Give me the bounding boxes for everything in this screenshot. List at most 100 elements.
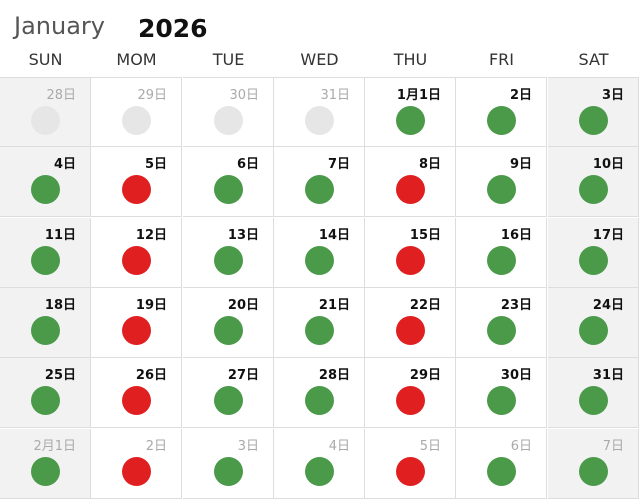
weekday-label: SAT	[578, 50, 609, 69]
status-dot	[214, 245, 243, 275]
day-cell[interactable]: 19日	[91, 287, 182, 358]
day-cell[interactable]: 30日	[456, 358, 547, 429]
status-dot	[487, 386, 516, 416]
day-cell[interactable]: 27日	[183, 358, 274, 429]
day-cell[interactable]: 7日	[548, 428, 639, 499]
status-dot	[31, 315, 60, 345]
day-cell[interactable]: 3日	[548, 77, 639, 147]
day-label: 17日	[592, 227, 624, 243]
year-title: 2026	[138, 14, 208, 43]
day-label: 13日	[227, 227, 259, 243]
day-label: 6日	[510, 438, 532, 454]
day-label: 10日	[592, 157, 624, 173]
day-label: 7日	[602, 438, 624, 454]
day-cell[interactable]: 2日	[91, 428, 182, 499]
day-cell[interactable]: 7日	[274, 147, 365, 218]
day-cell[interactable]: 30日	[183, 77, 274, 147]
day-cell[interactable]: 4日	[274, 428, 365, 499]
day-cell[interactable]: 16日	[456, 217, 547, 288]
day-label: 30日	[500, 368, 532, 384]
day-cell[interactable]: 3日	[183, 428, 274, 499]
day-cell[interactable]: 8日	[365, 147, 456, 218]
day-cell[interactable]: 1月1日	[365, 77, 456, 147]
status-dot	[305, 175, 334, 205]
status-dot	[214, 175, 243, 205]
day-cell[interactable]: 6日	[183, 147, 274, 218]
status-dot	[579, 386, 608, 416]
day-cell[interactable]: 29日	[365, 358, 456, 429]
day-cell[interactable]: 24日	[548, 287, 639, 358]
status-dot	[122, 315, 151, 345]
day-label: 26日	[135, 368, 167, 384]
weekday-label: WED	[300, 50, 339, 69]
status-dot	[579, 245, 608, 275]
day-label: 23日	[500, 297, 532, 313]
day-label: 21日	[318, 297, 350, 313]
day-cell[interactable]: 18日	[0, 287, 91, 358]
day-label: 16日	[500, 227, 532, 243]
weekday-label: SUN	[28, 50, 63, 69]
day-cell[interactable]: 15日	[365, 217, 456, 288]
status-dot	[487, 175, 516, 205]
status-dot	[305, 386, 334, 416]
day-label: 5日	[419, 438, 441, 454]
day-cell[interactable]: 25日	[0, 358, 91, 429]
day-cell[interactable]: 28日	[0, 77, 91, 147]
status-dot	[122, 386, 151, 416]
day-label: 19日	[135, 297, 167, 313]
status-dot	[396, 175, 425, 205]
day-cell[interactable]: 22日	[365, 287, 456, 358]
day-label: 3日	[237, 438, 259, 454]
day-cell[interactable]: 21日	[274, 287, 365, 358]
day-cell[interactable]: 17日	[548, 217, 639, 288]
status-dot	[214, 106, 243, 135]
day-label: 31日	[592, 368, 624, 384]
day-label: 8日	[418, 157, 441, 173]
day-cell[interactable]: 14日	[274, 217, 365, 288]
day-label: 2日	[509, 88, 532, 103]
weekday-label: FRI	[488, 50, 515, 69]
day-label: 2月1日	[33, 438, 76, 454]
day-cell[interactable]: 10日	[548, 147, 639, 218]
day-cell[interactable]: 11日	[0, 217, 91, 288]
status-dot	[305, 315, 334, 345]
day-cell[interactable]: 28日	[274, 358, 365, 429]
weekday-label: THU	[393, 50, 428, 69]
day-cell[interactable]: 2日	[456, 77, 547, 147]
status-dot	[579, 175, 608, 205]
status-dot	[305, 106, 334, 135]
status-dot	[31, 456, 60, 486]
day-cell[interactable]: 9日	[456, 147, 547, 218]
day-cell[interactable]: 2月1日	[0, 428, 91, 499]
day-cell[interactable]: 5日	[365, 428, 456, 499]
day-label: 11日	[44, 227, 76, 243]
day-label: 22日	[409, 297, 441, 313]
status-dot	[31, 106, 60, 135]
day-label: 25日	[44, 368, 76, 384]
status-dot	[487, 315, 516, 345]
day-label: 12日	[135, 227, 167, 243]
day-cell[interactable]: 26日	[91, 358, 182, 429]
day-cell[interactable]: 5日	[91, 147, 182, 218]
day-cell[interactable]: 20日	[183, 287, 274, 358]
status-dot	[214, 456, 243, 486]
status-dot	[396, 245, 425, 275]
day-cell[interactable]: 23日	[456, 287, 547, 358]
weekday-label: TUE	[212, 50, 245, 69]
day-cell[interactable]: 29日	[91, 77, 182, 147]
weekday-label: MOM	[116, 50, 157, 69]
status-dot	[305, 456, 334, 486]
day-cell[interactable]: 4日	[0, 147, 91, 218]
day-label: 24日	[592, 297, 624, 313]
status-dot	[31, 175, 60, 205]
status-dot	[579, 315, 608, 345]
day-cell[interactable]: 13日	[183, 217, 274, 288]
day-cell[interactable]: 31日	[548, 358, 639, 429]
day-cell[interactable]: 31日	[274, 77, 365, 147]
day-cell[interactable]: 12日	[91, 217, 182, 288]
day-label: 28日	[318, 368, 350, 384]
status-dot	[122, 456, 151, 486]
day-cell[interactable]: 6日	[456, 428, 547, 499]
day-label: 28日	[46, 88, 76, 103]
